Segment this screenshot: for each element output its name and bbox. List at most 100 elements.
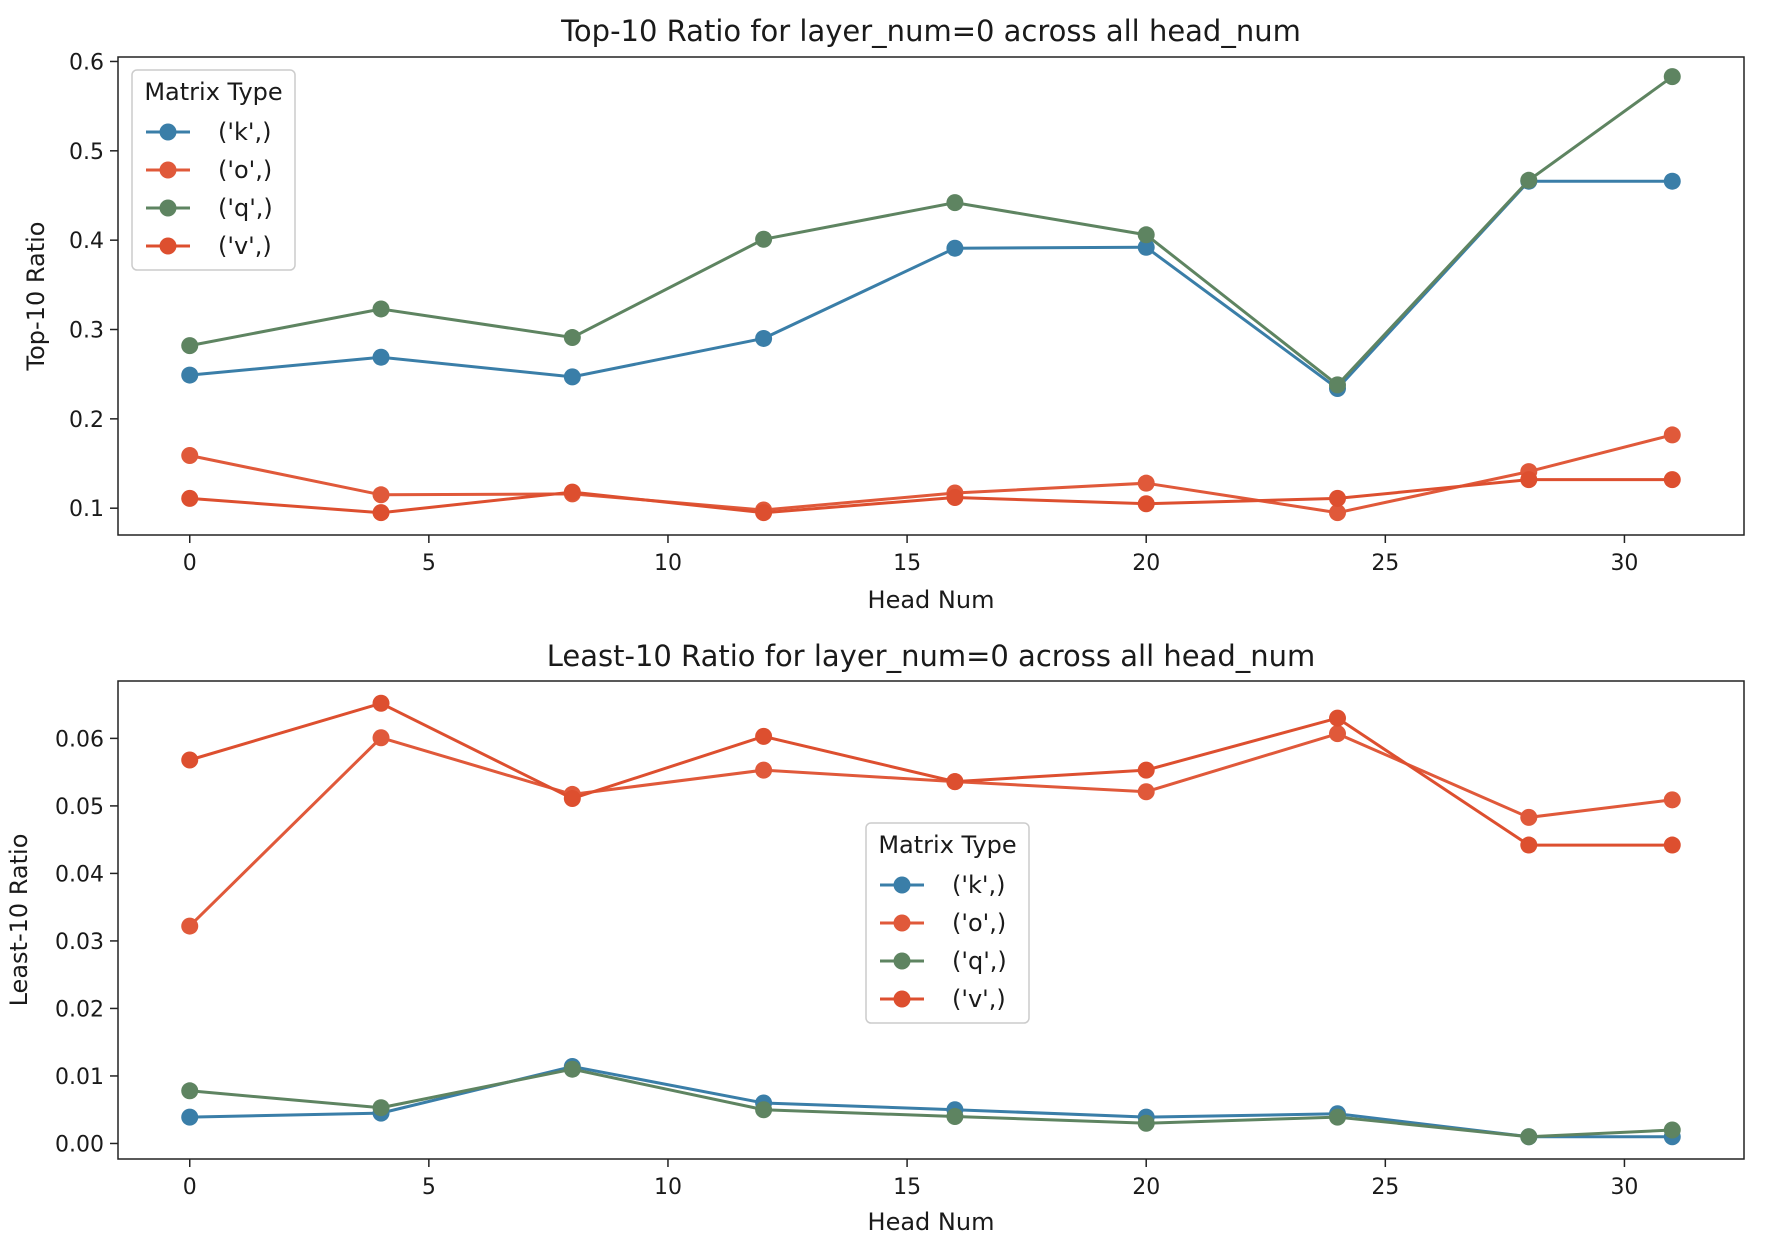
- chart2-point-v: [1329, 709, 1346, 727]
- chart2-plot-frame: [117, 680, 1745, 1160]
- chart1-point-v: [181, 489, 199, 507]
- chart1-point-q: [1663, 68, 1681, 86]
- chart1-x-tick-label: 10: [654, 551, 682, 576]
- chart2: Least-10 Ratio for layer_num=0 across al…: [5, 639, 1745, 1236]
- chart1-legend-swatch-marker: [159, 161, 177, 179]
- chart2-legend-entry-v: ('v',): [880, 985, 1006, 1013]
- chart2-point-o: [1329, 725, 1346, 743]
- chart2-point-k: [181, 1108, 199, 1126]
- chart1-y-tick-label: 0.6: [69, 50, 104, 75]
- chart1-legend-entry-v: ('v',): [146, 232, 272, 260]
- chart2-legend-entry-k: ('k',): [880, 871, 1005, 899]
- chart2-legend-label: ('v',): [952, 985, 1006, 1013]
- chart1-point-o: [1663, 426, 1681, 444]
- chart2-x-axis-label: Head Num: [868, 1208, 995, 1236]
- chart2-x-tick-label: 5: [422, 1175, 436, 1200]
- chart1-legend-label: ('q',): [218, 194, 273, 222]
- chart1-point-q: [755, 230, 773, 248]
- chart1-point-v: [563, 483, 581, 501]
- chart1-point-v: [372, 504, 390, 522]
- chart1-point-q: [1329, 376, 1346, 394]
- chart2-x-tick-label: 15: [893, 1175, 921, 1200]
- chart2-point-q: [755, 1101, 773, 1119]
- chart2-point-q: [372, 1099, 390, 1117]
- chart1-y-tick-label: 0.2: [69, 408, 104, 433]
- chart1-series-v: [181, 471, 1681, 522]
- chart2-point-v: [181, 751, 199, 769]
- chart2-x-tick-label: 20: [1132, 1175, 1160, 1200]
- chart1-legend-swatch-marker: [159, 123, 177, 141]
- chart1-x-tick-label: 25: [1371, 551, 1399, 576]
- chart1-y-axis-label: Top-10 Ratio: [22, 222, 50, 372]
- chart2-point-v: [563, 789, 581, 807]
- chart1-plot-frame: [117, 56, 1745, 536]
- chart2-legend-swatch-marker: [893, 914, 911, 932]
- chart1-point-v: [1663, 471, 1681, 489]
- chart1-x-tick-label: 30: [1610, 551, 1638, 576]
- chart2-point-o: [755, 761, 773, 779]
- chart2-point-v: [1520, 836, 1538, 854]
- chart1-point-q: [1137, 226, 1155, 244]
- chart1-title: Top-10 Ratio for layer_num=0 across all …: [560, 14, 1301, 48]
- chart1-line-k: [189, 179, 1673, 391]
- chart2-point-o: [1137, 783, 1155, 801]
- chart2-point-q: [1137, 1114, 1155, 1132]
- chart2-point-o: [181, 917, 199, 935]
- chart1-y-tick-label: 0.3: [69, 319, 104, 344]
- chart1-point-v: [1520, 471, 1538, 489]
- chart2-y-tick-label: 0.03: [55, 930, 104, 955]
- chart1-legend-label: ('v',): [218, 232, 272, 260]
- chart1-point-v: [755, 504, 773, 522]
- chart2-legend-frame: [865, 822, 1030, 1024]
- chart2-point-q: [1329, 1108, 1346, 1126]
- chart2-legend-label: ('o',): [952, 909, 1006, 937]
- chart2-point-v: [372, 694, 390, 712]
- chart2-series-v: [181, 694, 1681, 854]
- chart2-point-o: [1520, 808, 1538, 826]
- chart1-point-o: [1137, 474, 1155, 492]
- chart2-legend-title: Matrix Type: [878, 831, 1016, 859]
- chart1-point-k: [946, 239, 964, 257]
- chart1-point-q: [946, 194, 964, 212]
- chart1-point-q: [563, 329, 581, 347]
- chart2-point-q: [946, 1107, 964, 1125]
- chart2-y-tick-label: 0.06: [55, 727, 104, 752]
- chart1-legend-entry-q: ('q',): [146, 194, 273, 222]
- chart1-point-o: [181, 446, 199, 464]
- chart1-point-q: [1520, 171, 1538, 189]
- chart1-legend-entry-k: ('k',): [146, 118, 271, 146]
- chart1-point-k: [1137, 238, 1155, 256]
- chart2-x-tick-label: 25: [1371, 1175, 1399, 1200]
- chart2-legend-swatch-marker: [893, 952, 911, 970]
- chart1-x-axis-label: Head Num: [868, 586, 995, 614]
- chart2-point-q: [1520, 1128, 1538, 1146]
- chart1-point-q: [372, 300, 390, 318]
- chart2-x-tick-label: 10: [654, 1175, 682, 1200]
- chart2-point-v: [946, 773, 964, 791]
- chart1-y-tick-label: 0.5: [69, 140, 104, 165]
- chart1-legend-label: ('k',): [218, 118, 271, 146]
- chart1-point-q: [181, 337, 199, 355]
- chart2-y-tick-label: 0.00: [55, 1132, 104, 1157]
- chart2-legend-label: ('q',): [952, 947, 1007, 975]
- chart1-x-tick-label: 5: [422, 551, 436, 576]
- chart1-series-o: [181, 426, 1681, 522]
- chart1-legend-frame: [131, 69, 296, 271]
- chart2-y-axis-label: Least-10 Ratio: [5, 834, 33, 1007]
- chart2-point-v: [755, 727, 773, 745]
- chart1-point-k: [563, 368, 581, 386]
- chart1-y-tick-label: 0.4: [69, 229, 104, 254]
- chart2-y-tick-label: 0.04: [55, 862, 104, 887]
- chart2-point-o: [372, 729, 390, 747]
- chart1-legend: Matrix Type ('k',) ('o',) ('q',) ('v',): [131, 69, 296, 271]
- chart1-x-tick-label: 0: [183, 551, 197, 576]
- chart2-legend: Matrix Type ('k',) ('o',) ('q',) ('v',): [865, 822, 1030, 1024]
- chart1-point-k: [1663, 172, 1681, 190]
- chart2-x-tick-label: 0: [183, 1175, 197, 1200]
- chart1-legend-swatch-marker: [159, 237, 177, 255]
- chart1-legend-swatch-marker: [159, 199, 177, 217]
- chart2-point-q: [563, 1060, 581, 1078]
- chart1-point-o: [1329, 504, 1346, 522]
- chart1-point-v: [1329, 489, 1346, 507]
